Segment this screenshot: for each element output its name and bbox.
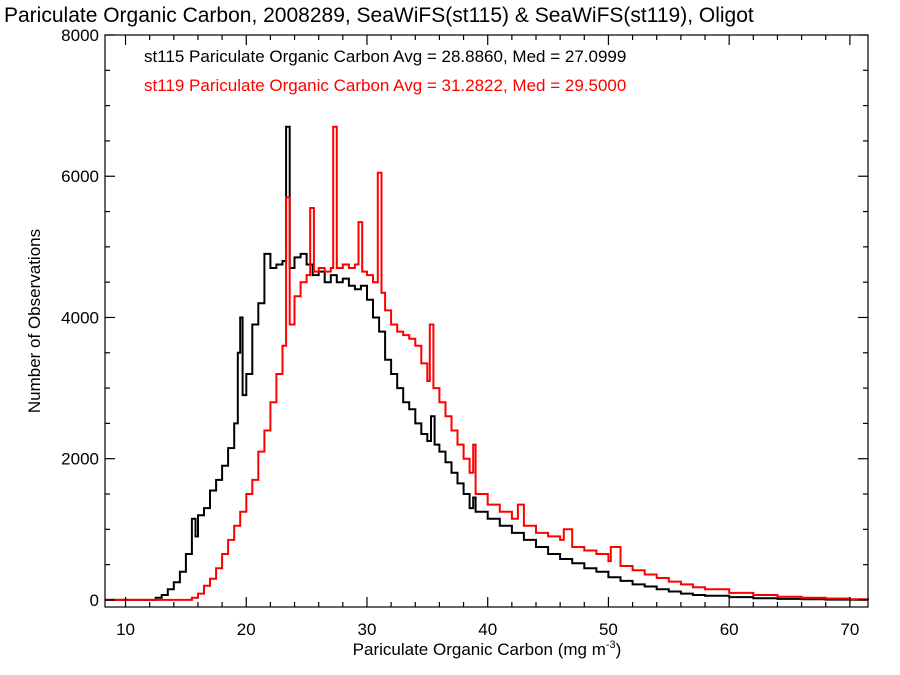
series-line-st115 [105, 125, 869, 601]
x-tick-labels: 10 20 30 40 50 60 70 [116, 620, 859, 639]
axis-ticks [105, 34, 868, 607]
x-axis-title-main: Pariculate Organic Carbon (mg m [353, 640, 606, 659]
x-axis-title: Pariculate Organic Carbon (mg m-3) [353, 639, 622, 659]
legend: st115 Pariculate Organic Carbon Avg = 28… [144, 47, 626, 95]
y-tick-label: 4000 [61, 308, 99, 327]
y-axis-title: Number of Observations [25, 229, 44, 413]
x-axis-title-superscript: -3 [606, 639, 616, 651]
y-tick-labels: 0 2000 4000 6000 8000 [61, 26, 99, 610]
y-tick-label: 2000 [61, 450, 99, 469]
y-tick-label: 8000 [61, 26, 99, 45]
x-tick-label: 60 [720, 620, 739, 639]
y-tick-label: 0 [90, 591, 99, 610]
series-line-st119 [105, 125, 869, 601]
plot-frame [104, 34, 869, 608]
series-layer [105, 125, 869, 601]
y-tick-label: 6000 [61, 167, 99, 186]
chart-title: Pariculate Organic Carbon, 2008289, SeaW… [4, 4, 754, 27]
x-tick-label: 70 [840, 620, 859, 639]
legend-entry-st119: st119 Pariculate Organic Carbon Avg = 31… [144, 76, 626, 95]
x-tick-label: 40 [478, 620, 497, 639]
x-tick-label: 30 [358, 620, 377, 639]
x-tick-label: 10 [116, 620, 135, 639]
x-tick-label: 50 [599, 620, 618, 639]
x-tick-label: 20 [237, 620, 256, 639]
legend-entry-st115: st115 Pariculate Organic Carbon Avg = 28… [144, 47, 626, 66]
x-axis-title-suffix: ) [616, 640, 622, 659]
